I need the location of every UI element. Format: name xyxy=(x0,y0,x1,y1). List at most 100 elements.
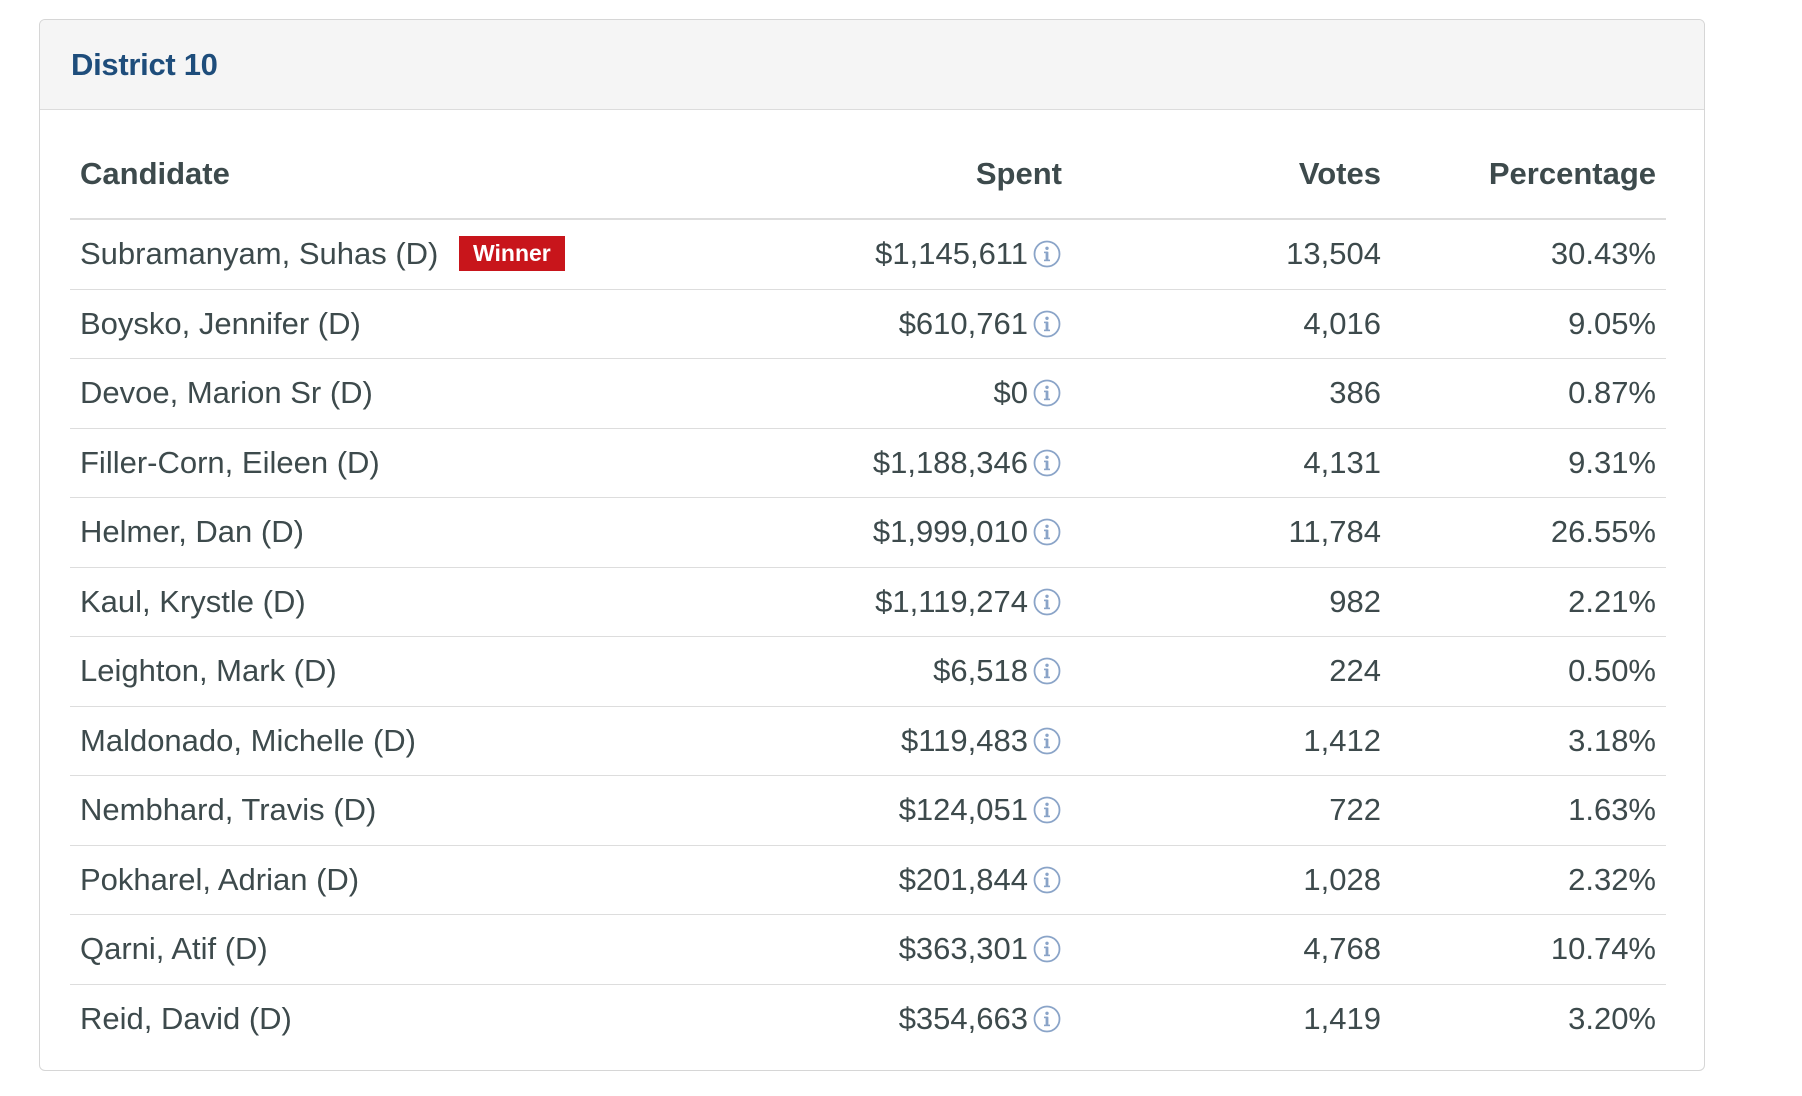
spent-cell: $0 xyxy=(590,358,1072,429)
spent-cell: $124,051 xyxy=(590,775,1072,846)
candidate-cell: Boysko, Jennifer (D) xyxy=(70,289,590,359)
results-table: Candidate Spent Votes Percentage Subrama… xyxy=(70,130,1666,1053)
info-circle-icon[interactable] xyxy=(1032,378,1062,408)
spent-cell: $6,518 xyxy=(590,636,1072,707)
spent-value: $1,999,010 xyxy=(872,514,1028,550)
candidate-cell: Pokharel, Adrian (D) xyxy=(70,845,590,915)
candidate-name: Pokharel, Adrian (D) xyxy=(80,861,360,897)
info-circle-icon[interactable] xyxy=(1032,656,1062,686)
spent-cell: $1,188,346 xyxy=(590,428,1072,498)
table-row: Nembhard, Travis (D) $124,051 722 1.63% xyxy=(70,775,1666,846)
spent-cell: $1,999,010 xyxy=(590,497,1072,568)
spent-cell: $201,844 xyxy=(590,845,1072,915)
spent-value: $119,483 xyxy=(901,722,1028,758)
info-circle-icon[interactable] xyxy=(1032,865,1062,895)
candidate-name: Nembhard, Travis (D) xyxy=(80,792,377,828)
spent-value: $1,188,346 xyxy=(872,444,1028,480)
percentage-cell: 3.20% xyxy=(1568,1000,1656,1036)
spent-value: $1,145,611 xyxy=(875,236,1028,272)
candidate-cell: Maldonado, Michelle (D) xyxy=(70,706,590,776)
percentage-cell: 9.31% xyxy=(1391,428,1666,498)
votes-cell: 4,131 xyxy=(1072,428,1391,498)
info-circle-icon[interactable] xyxy=(1032,795,1062,825)
candidate-name: Filler-Corn, Eileen (D) xyxy=(80,444,380,480)
candidate-cell: Helmer, Dan (D) xyxy=(70,497,590,568)
votes-cell: 11,784 xyxy=(1072,497,1391,568)
candidate-cell: Nembhard, Travis (D) xyxy=(70,775,590,846)
table-header: Candidate Spent Votes Percentage xyxy=(70,130,1666,220)
votes-cell: 386 xyxy=(1072,358,1391,429)
spent-cell: $1,119,274 xyxy=(590,567,1072,637)
table-row: Helmer, Dan (D) $1,999,010 11,784 26.55% xyxy=(70,497,1666,568)
votes-cell: 1,412 xyxy=(1072,706,1391,776)
candidate-cell: Subramanyam, Suhas (D) Winner xyxy=(70,219,590,290)
votes-cell: 4,016 xyxy=(1072,289,1391,359)
spent-value: $124,051 xyxy=(898,792,1028,828)
candidate-cell: Qarni, Atif (D) xyxy=(70,914,590,985)
panel-body: Candidate Spent Votes Percentage Subrama… xyxy=(40,110,1704,1053)
table-row: Boysko, Jennifer (D) $610,761 4,016 9.05… xyxy=(70,289,1666,359)
percentage-cell: 30.43% xyxy=(1391,219,1666,290)
percentage-cell: 26.55% xyxy=(1391,497,1666,568)
table-row: Kaul, Krystle (D) $1,119,274 982 2.21% xyxy=(70,567,1666,637)
candidate-cell: Reid, David (D) xyxy=(70,984,590,1053)
table-row: Filler-Corn, Eileen (D) $1,188,346 4,131… xyxy=(70,428,1666,498)
votes-cell: 982 xyxy=(1072,567,1391,637)
district-panel: District 10 Candidate Spent Votes Percen… xyxy=(39,19,1705,1071)
candidate-name: Devoe, Marion Sr (D) xyxy=(80,375,373,411)
candidate-cell: Devoe, Marion Sr (D) xyxy=(70,358,590,429)
header-candidate: Candidate xyxy=(70,130,590,220)
table-row: Devoe, Marion Sr (D) $0 386 0.87% xyxy=(70,358,1666,429)
spent-value: $363,301 xyxy=(898,931,1028,967)
spent-value: $1,119,274 xyxy=(875,583,1028,619)
votes-cell: 722 xyxy=(1072,775,1391,846)
spent-cell: $119,483 xyxy=(590,706,1072,776)
spent-cell: $363,301 xyxy=(590,914,1072,985)
info-circle-icon[interactable] xyxy=(1032,726,1062,756)
info-circle-icon[interactable] xyxy=(1032,239,1062,269)
candidate-name: Leighton, Mark (D) xyxy=(80,653,337,689)
candidate-cell: Filler-Corn, Eileen (D) xyxy=(70,428,590,498)
percentage-cell: 1.63% xyxy=(1391,775,1666,846)
candidate-name: Boysko, Jennifer (D) xyxy=(80,305,361,341)
votes-cell: 224 xyxy=(1072,636,1391,707)
table-row: Reid, David (D) $354,663 1,419 3.20% xyxy=(70,984,1666,1053)
spent-value: $0 xyxy=(993,375,1028,411)
table-row: Pokharel, Adrian (D) $201,844 1,028 2.32… xyxy=(70,845,1666,915)
candidate-name: Reid, David (D) xyxy=(80,1000,292,1036)
info-circle-icon[interactable] xyxy=(1032,309,1062,339)
candidate-name: Kaul, Krystle (D) xyxy=(80,583,306,619)
spent-value: $6,518 xyxy=(933,653,1028,689)
table-row: Leighton, Mark (D) $6,518 224 0.50% xyxy=(70,636,1666,707)
info-circle-icon[interactable] xyxy=(1032,1004,1062,1034)
spent-cell: $610,761 xyxy=(590,289,1072,359)
panel-header: District 10 xyxy=(40,20,1704,110)
info-circle-icon[interactable] xyxy=(1032,934,1062,964)
spent-value: $354,663 xyxy=(898,1000,1028,1036)
header-votes: Votes xyxy=(1072,130,1391,220)
table-body: Subramanyam, Suhas (D) Winner $1,145,611… xyxy=(70,219,1666,1053)
percentage-cell: 3.18% xyxy=(1391,706,1666,776)
percentage-cell: 0.50% xyxy=(1391,636,1666,707)
candidate-name: Subramanyam, Suhas (D) xyxy=(80,236,439,272)
votes-cell: 13,504 xyxy=(1072,219,1391,290)
table-row: Qarni, Atif (D) $363,301 4,768 10.74% xyxy=(70,914,1666,985)
percentage-cell: 2.32% xyxy=(1391,845,1666,915)
candidate-name: Qarni, Atif (D) xyxy=(80,931,268,967)
spent-cell: $1,145,611 xyxy=(590,219,1072,290)
candidate-cell: Leighton, Mark (D) xyxy=(70,636,590,707)
votes-cell: 4,768 xyxy=(1072,914,1391,985)
table-row: Maldonado, Michelle (D) $119,483 1,412 3… xyxy=(70,706,1666,776)
info-circle-icon[interactable] xyxy=(1032,448,1062,478)
header-percentage: Percentage xyxy=(1391,130,1666,220)
table-row: Subramanyam, Suhas (D) Winner $1,145,611… xyxy=(70,219,1666,290)
candidate-name: Helmer, Dan (D) xyxy=(80,514,304,550)
spent-value: $201,844 xyxy=(898,861,1028,897)
winner-badge: Winner xyxy=(459,236,565,272)
percentage-cell: 10.74% xyxy=(1391,914,1666,985)
info-circle-icon[interactable] xyxy=(1032,587,1062,617)
candidate-cell: Kaul, Krystle (D) xyxy=(70,567,590,637)
info-circle-icon[interactable] xyxy=(1032,517,1062,547)
votes-cell: 1,028 xyxy=(1072,845,1391,915)
candidate-name: Maldonado, Michelle (D) xyxy=(80,722,416,758)
